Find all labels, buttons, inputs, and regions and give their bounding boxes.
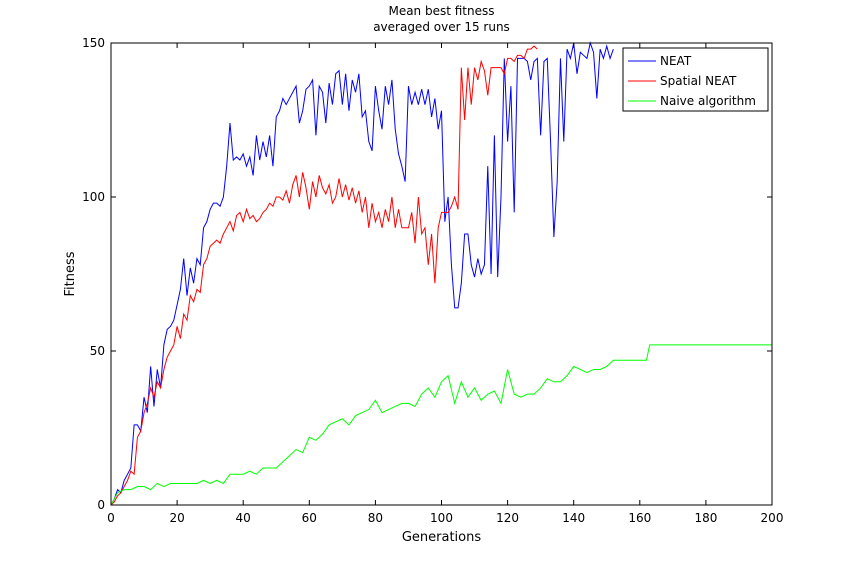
x-tick-label: 200: [761, 511, 784, 525]
x-axis-label: Generations: [402, 530, 482, 545]
tick-layer: 0 20 40 60 80 100 120 140 160 180 200 0 50 100 150: [82, 36, 783, 525]
y-axis-label: Fitness: [63, 251, 78, 296]
x-tick-label: 40: [236, 511, 251, 525]
legend-entries: NEAT Spatial NEAT Naive algorithm: [628, 54, 756, 108]
series-line-spatial-neat: [110, 45, 538, 506]
series-line-naive-algorithm: [110, 344, 772, 506]
y-tick-label: 100: [82, 190, 105, 204]
y-tick-label: 0: [97, 498, 105, 512]
y-tick-label: 150: [82, 36, 105, 50]
x-tick-label: 60: [302, 511, 317, 525]
x-tick-label: 140: [562, 511, 585, 525]
legend-label: Naive algorithm: [660, 94, 756, 108]
legend-label: Spatial NEAT: [660, 74, 737, 88]
legend-label: NEAT: [660, 54, 692, 68]
series-line-neat: [110, 41, 614, 506]
chart-title: Mean best fitness: [388, 4, 494, 18]
x-tick-label: 180: [694, 511, 717, 525]
x-tick-label: 0: [107, 511, 115, 525]
x-tick-label: 80: [368, 511, 383, 525]
x-tick-label: 160: [628, 511, 651, 525]
x-tick-label: 20: [169, 511, 184, 525]
y-tick-label: 50: [90, 344, 105, 358]
x-tick-label: 120: [496, 511, 519, 525]
series-layer: [110, 41, 772, 506]
legend: NEAT Spatial NEAT Naive algorithm: [622, 47, 769, 112]
x-tick-label: 100: [430, 511, 453, 525]
plot-frame: [110, 42, 773, 506]
chart-subtitle: averaged over 15 runs: [373, 20, 510, 34]
